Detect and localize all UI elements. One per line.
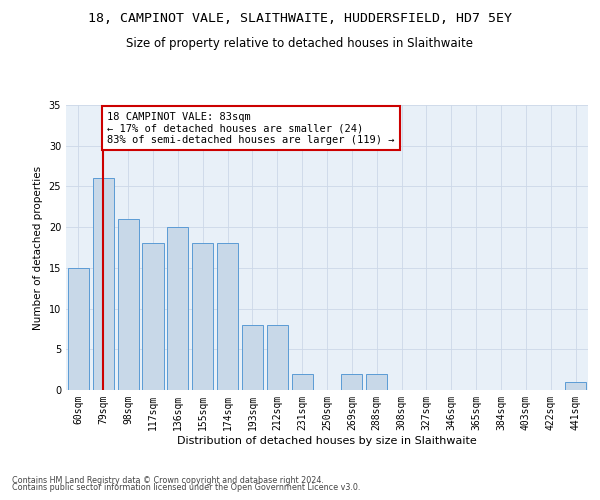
- Text: Contains public sector information licensed under the Open Government Licence v3: Contains public sector information licen…: [12, 484, 361, 492]
- Bar: [366, 374, 387, 390]
- Bar: [93, 178, 114, 390]
- Bar: [267, 325, 288, 390]
- Text: Contains HM Land Registry data © Crown copyright and database right 2024.: Contains HM Land Registry data © Crown c…: [12, 476, 324, 485]
- Bar: [292, 374, 313, 390]
- Bar: [118, 219, 139, 390]
- Text: Size of property relative to detached houses in Slaithwaite: Size of property relative to detached ho…: [127, 38, 473, 51]
- Bar: [341, 374, 362, 390]
- Bar: [142, 244, 164, 390]
- Text: 18 CAMPINOT VALE: 83sqm
← 17% of detached houses are smaller (24)
83% of semi-de: 18 CAMPINOT VALE: 83sqm ← 17% of detache…: [107, 112, 395, 144]
- X-axis label: Distribution of detached houses by size in Slaithwaite: Distribution of detached houses by size …: [177, 436, 477, 446]
- Bar: [167, 227, 188, 390]
- Text: 18, CAMPINOT VALE, SLAITHWAITE, HUDDERSFIELD, HD7 5EY: 18, CAMPINOT VALE, SLAITHWAITE, HUDDERSF…: [88, 12, 512, 26]
- Bar: [565, 382, 586, 390]
- Bar: [242, 325, 263, 390]
- Bar: [192, 244, 213, 390]
- Bar: [68, 268, 89, 390]
- Bar: [217, 244, 238, 390]
- Y-axis label: Number of detached properties: Number of detached properties: [33, 166, 43, 330]
